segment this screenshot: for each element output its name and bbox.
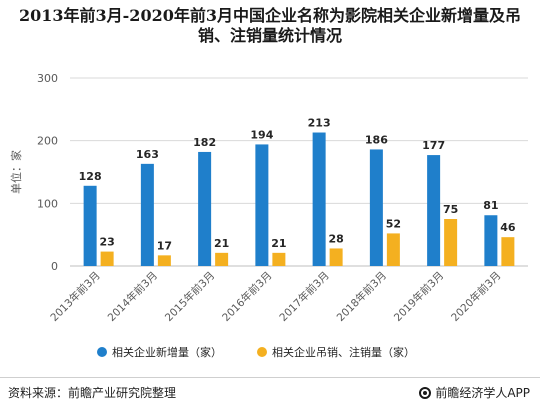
data-label: 186 (365, 133, 388, 146)
brand-logo-icon (419, 386, 432, 399)
data-label: 17 (157, 239, 172, 252)
chart-title-line2: 销、注销量统计情况 (197, 26, 342, 45)
x-tick-label: 2017年前3月 (277, 269, 332, 324)
x-tick-label: 2018年前3月 (334, 269, 389, 324)
y-tick-label: 100 (37, 197, 58, 210)
bar-revoked-cancelled (215, 252, 229, 266)
x-tick-label: 2014年前3月 (105, 269, 160, 324)
y-axis-label: 单位：家 (9, 150, 23, 194)
chart-title: 2013年前3月-2020年前3月中国企业名称为影院相关企业新增量及吊 销、注销… (0, 6, 540, 46)
bar-revoked-cancelled (272, 252, 286, 266)
x-tick-label: 2016年前3月 (219, 269, 274, 324)
source-note: 资料来源：前瞻产业研究院整理 (8, 386, 177, 400)
data-label: 52 (386, 217, 401, 230)
legend-label: 相关企业新增量（家） (112, 345, 222, 359)
data-label: 177 (422, 139, 445, 152)
legend-label: 相关企业吊销、注销量（家） (272, 345, 415, 359)
brand-mark: 前瞻经济学人APP (419, 384, 530, 401)
bar-revoked-cancelled (501, 237, 515, 266)
bar-revoked-cancelled (100, 251, 114, 266)
x-tick-label: 2015年前3月 (162, 269, 217, 324)
y-tick-label: 200 (37, 135, 58, 148)
y-tick-label: 0 (51, 260, 58, 273)
bar-revoked-cancelled (157, 255, 171, 266)
bars (83, 132, 515, 266)
y-tick-label: 300 (37, 72, 58, 85)
bar-revoked-cancelled (386, 233, 400, 266)
data-label: 28 (328, 232, 343, 245)
y-axis: 0 100 200 300 (37, 72, 58, 273)
data-label: 213 (308, 117, 331, 130)
data-label: 23 (99, 236, 114, 249)
data-label: 163 (136, 148, 159, 161)
data-label: 21 (271, 237, 286, 250)
data-label: 182 (193, 136, 216, 149)
bar-new-enterprises (83, 185, 97, 266)
chart-title-line1: 2013年前3月-2020年前3月中国企业名称为影院相关企业新增量及吊 (19, 6, 521, 25)
legend-swatch (257, 347, 267, 357)
bar-new-enterprises (255, 144, 269, 266)
x-tick-label: 2020年前3月 (448, 269, 503, 324)
bar-chart: 0 100 200 300 单位：家 128 23 163 17 182 21 194 21 213 2… (9, 72, 528, 359)
data-label: 128 (79, 170, 102, 183)
data-label: 21 (214, 237, 229, 250)
bar-revoked-cancelled (329, 248, 343, 266)
bar-new-enterprises (312, 132, 326, 266)
bar-revoked-cancelled (444, 219, 458, 266)
bar-new-enterprises (369, 149, 383, 266)
x-tick-label: 2019年前3月 (391, 269, 446, 324)
x-tick-label: 2013年前3月 (48, 269, 103, 324)
data-label: 194 (250, 128, 273, 141)
bar-new-enterprises (198, 151, 212, 266)
bar-new-enterprises (140, 163, 154, 266)
legend-swatch (97, 347, 107, 357)
footer-divider (0, 377, 540, 378)
x-axis: 2013年前3月 2014年前3月 2015年前3月 2016年前3月 2017年前3月… (48, 269, 504, 324)
bar-new-enterprises (427, 155, 441, 266)
data-label: 75 (443, 203, 458, 216)
gridlines (70, 77, 528, 267)
bar-new-enterprises (484, 215, 498, 266)
data-label: 81 (483, 199, 498, 212)
legend: 相关企业新增量（家） 相关企业吊销、注销量（家） (97, 345, 415, 359)
brand-name: 前瞻经济学人APP (435, 386, 530, 400)
data-label: 46 (500, 221, 516, 234)
